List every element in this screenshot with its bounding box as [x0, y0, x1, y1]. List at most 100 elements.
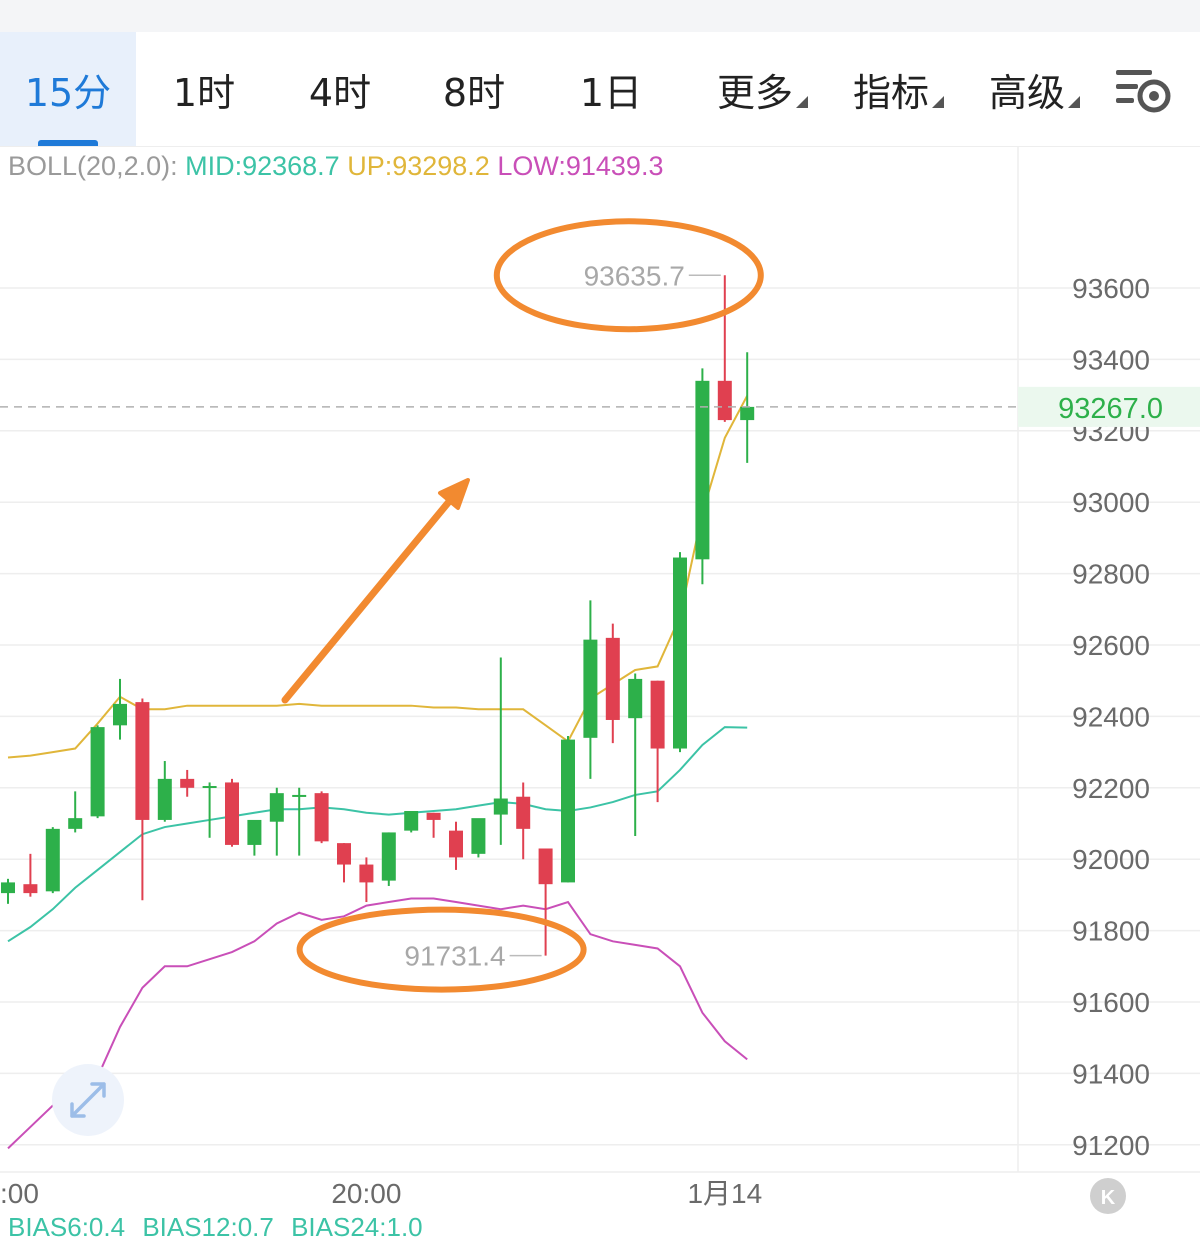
- tab-more[interactable]: 更多: [700, 32, 810, 146]
- x-tick-label: :00: [0, 1178, 39, 1209]
- trend-arrow-head: [438, 478, 470, 510]
- candle-body: [516, 796, 531, 829]
- tab-4h[interactable]: 4时: [284, 32, 396, 146]
- candle-body: [695, 380, 710, 560]
- current-price-label: 93267.0: [1058, 393, 1163, 425]
- candle-body: [449, 830, 463, 858]
- tab-1h[interactable]: 1时: [148, 32, 260, 146]
- candle-body: [381, 832, 396, 881]
- candle-body: [247, 819, 262, 845]
- candle-body: [650, 680, 665, 749]
- down-candle: [180, 769, 195, 797]
- up-candle: [90, 725, 105, 819]
- status-strip: [0, 0, 1200, 32]
- candle-body: [180, 778, 195, 788]
- up-candle: [561, 736, 575, 883]
- tab-label: 1日: [579, 70, 643, 115]
- up-candle: [68, 791, 83, 833]
- candle-body: [90, 727, 105, 817]
- tab-label: 8时: [442, 70, 506, 115]
- candle-body: [471, 818, 486, 854]
- dropdown-triangle-icon: [1068, 96, 1080, 108]
- candle-body: [493, 798, 508, 815]
- y-tick-label: 91400: [1072, 1058, 1150, 1089]
- candle-body: [314, 793, 329, 842]
- timeframe-tab-bar: [0, 32, 1200, 147]
- candle-body: [23, 884, 38, 894]
- tab-8h[interactable]: 8时: [418, 32, 530, 146]
- down-candle: [605, 623, 620, 744]
- dropdown-triangle-icon: [796, 96, 808, 108]
- x-tick-label: 20:00: [331, 1178, 401, 1209]
- candle-body: [561, 739, 575, 883]
- up-candle: [404, 811, 419, 833]
- tab-label: 更多: [716, 70, 793, 115]
- candle-body: [740, 406, 755, 421]
- lower-band-line: [7, 897, 748, 1150]
- k-logo-icon: [1090, 1178, 1126, 1214]
- y-tick-label: 92600: [1072, 630, 1150, 661]
- candle-body: [359, 864, 374, 883]
- candle-body: [337, 843, 351, 865]
- tab-label: 15分: [24, 70, 112, 115]
- dropdown-triangle-icon: [932, 96, 944, 108]
- expand-chart-button[interactable]: [52, 1064, 124, 1136]
- bias-legend: BIAS6:0.4 BIAS12:0.7 BIAS24:1.0: [8, 1212, 433, 1243]
- upper-band-line: [7, 395, 749, 759]
- up-candle: [493, 657, 508, 845]
- bias6-value: BIAS6:0.4: [8, 1212, 126, 1242]
- tab-label: 1时: [172, 70, 236, 115]
- down-candle: [359, 857, 374, 903]
- up-candle: [157, 761, 172, 822]
- candle-body: [68, 818, 83, 829]
- low-marker-label: 91731.4: [404, 941, 505, 972]
- up-candle: [292, 787, 307, 856]
- tab-advanced[interactable]: 高级: [972, 32, 1082, 146]
- high-highlight-circle: [493, 218, 764, 333]
- y-tick-label: 92200: [1072, 773, 1150, 804]
- boll-up-value: UP:93298.2: [347, 151, 490, 181]
- chart-widgets: K: [52, 1064, 1126, 1214]
- candle-body: [605, 637, 620, 720]
- boll-legend-name: BOLL(20,2.0):: [8, 151, 178, 181]
- y-tick-label: 91200: [1072, 1130, 1150, 1161]
- down-candle: [135, 698, 150, 901]
- annotations: 93635.7 91731.4: [0, 218, 1018, 993]
- down-candle: [314, 791, 329, 844]
- up-candle: [269, 787, 284, 856]
- tab-1d[interactable]: 1日: [555, 32, 667, 146]
- candle-body: [269, 793, 284, 822]
- trend-arrow-shaft: [281, 494, 456, 704]
- candle-body: [157, 778, 172, 820]
- up-candle: [113, 678, 127, 740]
- up-candle: [695, 368, 710, 585]
- up-candle: [247, 819, 262, 856]
- candle-body: [538, 848, 553, 885]
- y-tick-label: 91800: [1072, 916, 1150, 947]
- tab-label: 4时: [308, 70, 372, 115]
- down-candle: [717, 275, 732, 422]
- candle-body: [225, 782, 239, 845]
- tab-15min[interactable]: 15分: [0, 32, 136, 146]
- current-price-badge: [1018, 386, 1200, 427]
- down-candle: [337, 843, 351, 883]
- k-logo-letter: K: [1101, 1187, 1116, 1209]
- high-marker-label: 93635.7: [584, 260, 685, 291]
- tab-indicators[interactable]: 指标: [836, 32, 946, 146]
- up-candle: [583, 600, 598, 779]
- candle-body: [717, 380, 732, 421]
- tab-label: 指标: [852, 70, 929, 115]
- candle-body: [292, 794, 307, 797]
- up-candle: [381, 832, 396, 886]
- y-tick-label: 92400: [1072, 701, 1150, 732]
- bollinger-bands: [7, 395, 749, 1150]
- bias24-value: BIAS24:1.0: [291, 1212, 423, 1242]
- y-axis: 9360093400932009300092800926009240092200…: [1018, 273, 1200, 1161]
- up-candle: [471, 818, 486, 858]
- chart-settings-icon[interactable]: [1112, 64, 1176, 120]
- y-tick-label: 93600: [1072, 273, 1150, 304]
- up-candle: [45, 827, 60, 894]
- tab-label: 高级: [988, 70, 1065, 115]
- y-tick-label: 92800: [1072, 559, 1150, 590]
